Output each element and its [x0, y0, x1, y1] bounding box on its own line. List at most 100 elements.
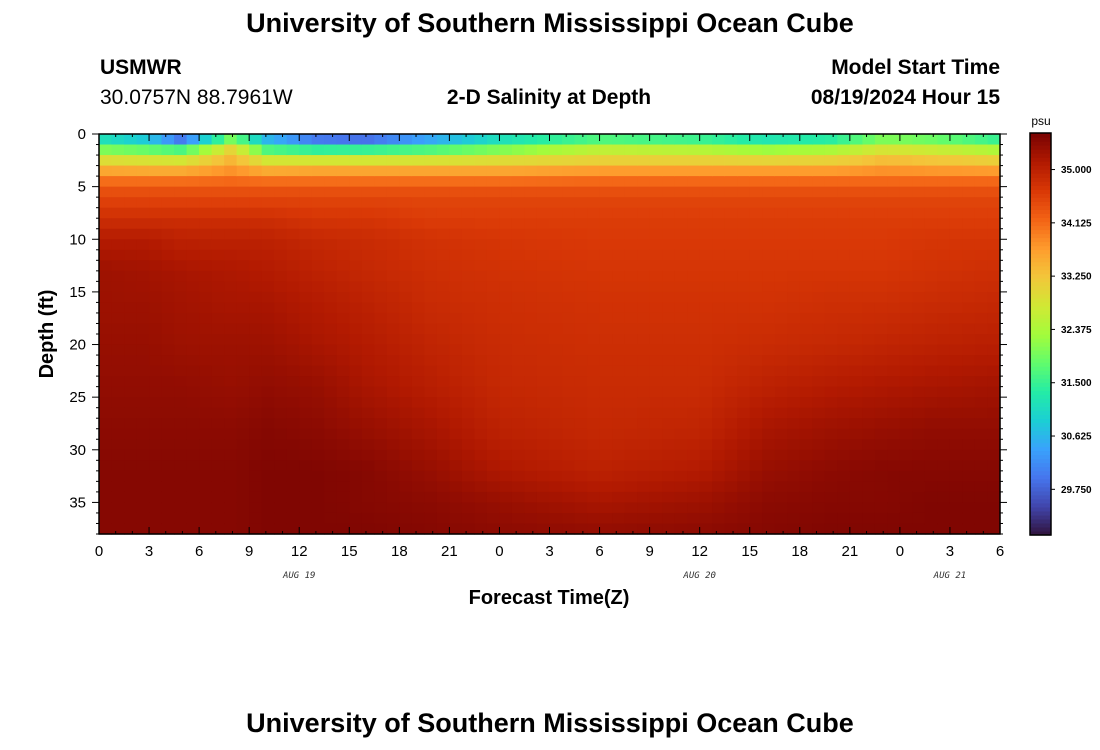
heatmap-cell [424, 155, 438, 167]
heatmap-cell [186, 176, 200, 188]
heatmap-cell [974, 176, 989, 188]
heatmap-cell [687, 270, 701, 282]
heatmap-cell [261, 334, 275, 346]
heatmap-cell [687, 344, 701, 356]
heatmap-cell [712, 291, 726, 304]
heatmap-cell [461, 481, 476, 493]
heatmap-cell [599, 439, 613, 451]
heatmap-cell [524, 460, 538, 472]
heatmap-cell [261, 302, 275, 314]
heatmap-cell [799, 481, 813, 493]
heatmap-cell [574, 334, 588, 346]
heatmap-cell [236, 291, 250, 304]
heatmap-cell [712, 302, 726, 314]
x-tick-label: 15 [741, 543, 758, 560]
heatmap-cell [424, 397, 438, 409]
heatmap-cell [336, 355, 350, 367]
heatmap-cell [699, 418, 713, 430]
heatmap-cell [774, 323, 788, 335]
heatmap-cell [924, 481, 939, 493]
heatmap-cell [599, 523, 613, 535]
heatmap-cell [186, 386, 200, 398]
heatmap-cell [574, 523, 588, 535]
heatmap-cell [949, 144, 964, 156]
heatmap-cell [912, 344, 926, 356]
heatmap-cell [311, 144, 325, 156]
heatmap-cell [712, 449, 726, 461]
heatmap-cell [336, 439, 350, 451]
heatmap-cell [562, 481, 576, 493]
heatmap-cell [899, 155, 913, 167]
heatmap-cell [124, 144, 138, 156]
heatmap-cell [674, 302, 688, 314]
heatmap-cell [574, 291, 588, 304]
heatmap-cell [562, 502, 576, 514]
heatmap-cell [937, 376, 951, 388]
heatmap-cell [699, 312, 713, 325]
heatmap-cell [411, 386, 425, 398]
heatmap-cell [186, 165, 200, 177]
heatmap-cell [386, 176, 400, 188]
heatmap-cell [411, 207, 425, 219]
heatmap-cell [374, 502, 388, 514]
page-title-top: University of Southern Mississippi Ocean… [246, 8, 854, 38]
heatmap-cell [361, 155, 375, 167]
heatmap-cell [774, 134, 788, 146]
heatmap-cell [899, 281, 913, 293]
heatmap-cell [511, 134, 526, 146]
heatmap-cell [211, 376, 225, 388]
heatmap-cell [286, 197, 300, 209]
heatmap-cell [812, 460, 826, 472]
heatmap-cell [424, 439, 438, 451]
heatmap-cell [449, 334, 463, 346]
heatmap-cell [824, 502, 838, 514]
heatmap-cell [899, 470, 913, 482]
heatmap-cell [386, 407, 400, 419]
heatmap-cell [912, 481, 926, 493]
heatmap-cell [436, 249, 450, 261]
heatmap-cell [511, 207, 526, 219]
heatmap-cell [99, 407, 113, 419]
heatmap-cell [499, 365, 513, 377]
heatmap-cell [837, 407, 851, 419]
heatmap-cell [336, 449, 350, 461]
heatmap-cell [924, 218, 939, 230]
heatmap-cell [637, 165, 651, 177]
heatmap-cell [824, 186, 838, 198]
heatmap-cell [399, 523, 413, 535]
colorbar-swatch [1030, 141, 1051, 146]
heatmap-cell [474, 407, 488, 419]
heatmap-cell [824, 439, 838, 451]
heatmap-cell [99, 207, 113, 219]
heatmap-cell [762, 260, 776, 272]
heatmap-cell [199, 428, 213, 440]
heatmap-cell [774, 428, 788, 440]
heatmap-cell [161, 502, 175, 514]
heatmap-cell [599, 449, 613, 461]
y-tick-label: 25 [69, 389, 86, 406]
colorbar-swatch [1030, 498, 1051, 504]
heatmap-cell [461, 218, 476, 230]
heatmap-cell [949, 502, 964, 514]
heatmap-cell [962, 197, 976, 209]
heatmap-cell [899, 291, 913, 304]
heatmap-cell [712, 207, 726, 219]
heatmap-cell [336, 344, 350, 356]
heatmap-cell [136, 428, 150, 440]
heatmap-cell [849, 481, 863, 493]
heatmap-cell [211, 365, 225, 377]
heatmap-cell [574, 386, 588, 398]
heatmap-cell [887, 365, 901, 377]
heatmap-cell [912, 323, 926, 335]
heatmap-cell [924, 344, 939, 356]
heatmap-cell [186, 323, 200, 335]
heatmap-cell [712, 249, 726, 261]
heatmap-cell [236, 155, 250, 167]
heatmap-cell [349, 523, 363, 535]
heatmap-cell [562, 144, 576, 156]
heatmap-cell [224, 291, 238, 304]
heatmap-cell [899, 460, 913, 472]
heatmap-cell [111, 523, 125, 535]
heatmap-cell [186, 397, 200, 409]
heatmap-cell [424, 186, 438, 198]
